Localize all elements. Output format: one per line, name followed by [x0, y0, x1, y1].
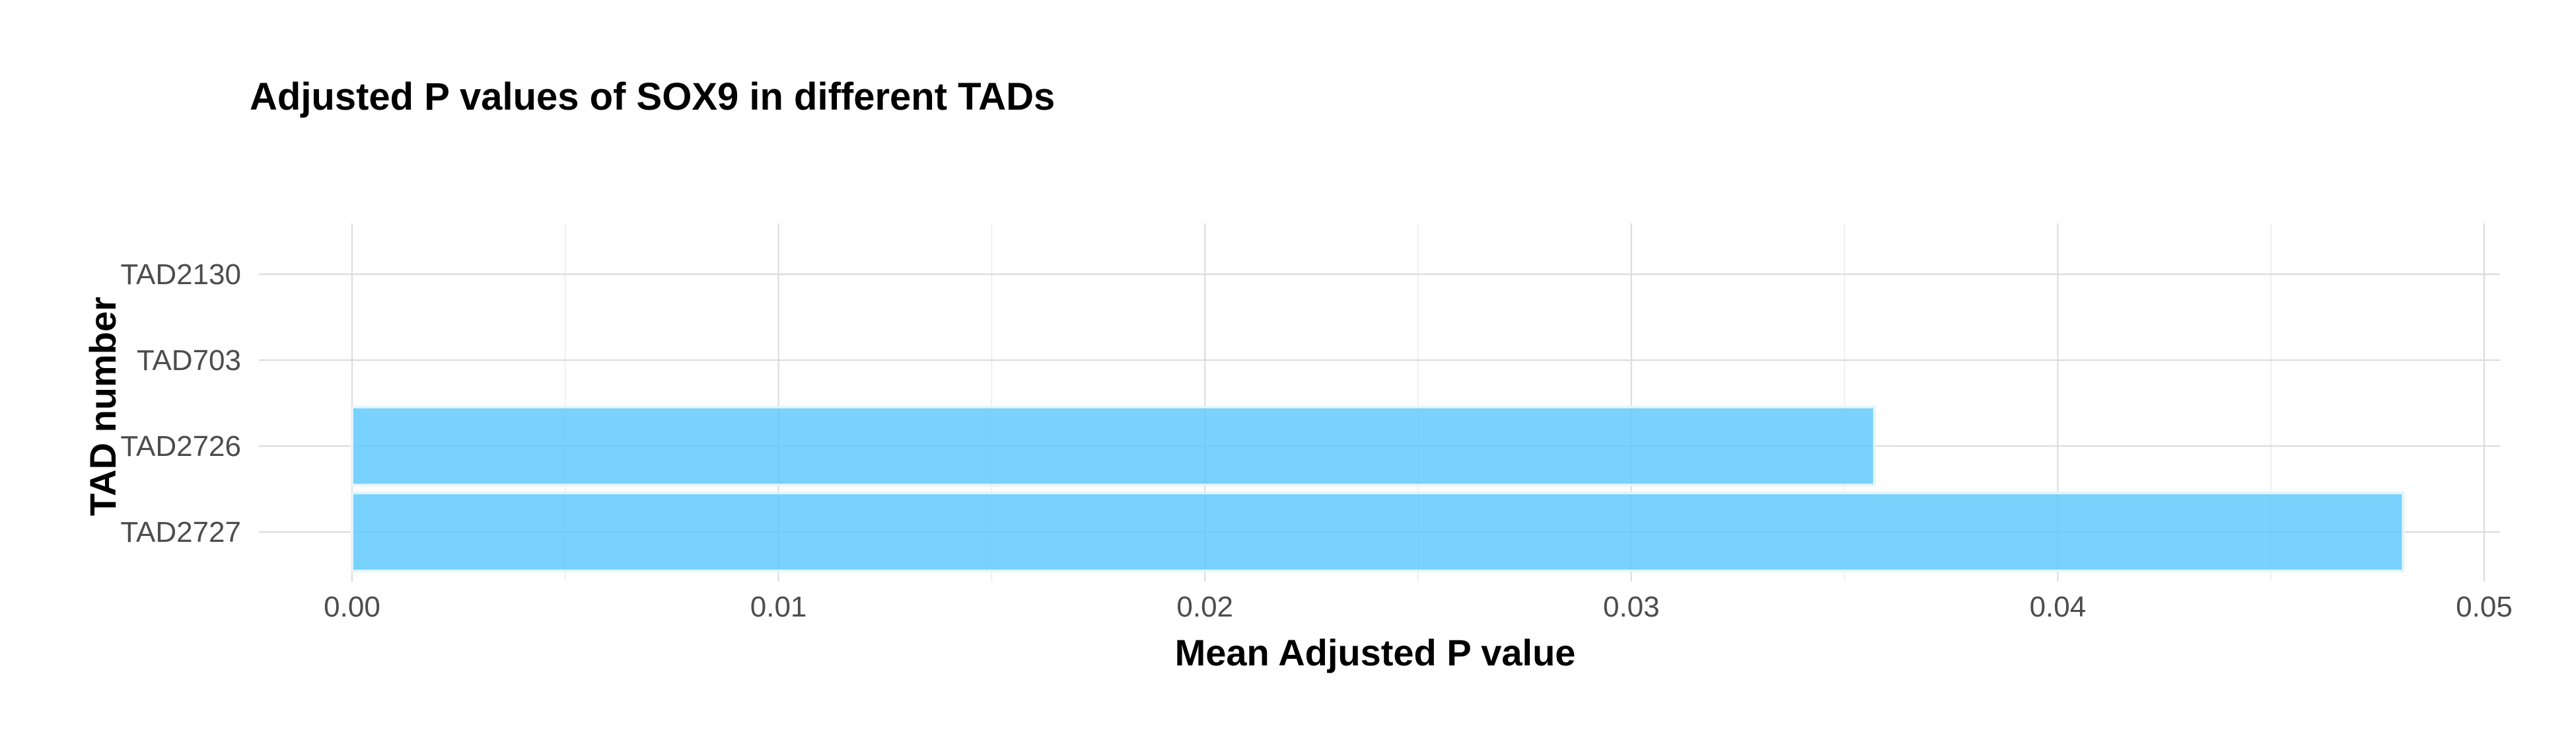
x-tick-label: 0.01 — [750, 591, 807, 623]
bars — [351, 406, 2405, 572]
y-tick-label: TAD2130 — [120, 258, 241, 291]
x-tick-label: 0.05 — [2456, 591, 2513, 623]
bar-tad2727 — [351, 492, 2405, 572]
y-axis-title: TAD number — [82, 297, 124, 516]
x-tick-label: 0.03 — [1603, 591, 1660, 623]
y-tick-label: TAD703 — [137, 344, 241, 377]
x-axis-tick-labels: 0.00 0.01 0.02 0.03 0.04 0.05 — [324, 591, 2513, 623]
x-tick-label: 0.04 — [2030, 591, 2087, 623]
bar-tad2726 — [351, 406, 1876, 486]
x-axis-title: Mean Adjusted P value — [1175, 632, 1576, 673]
chart-title: Adjusted P values of SOX9 in different T… — [250, 75, 1055, 118]
y-tick-label: TAD2726 — [120, 430, 241, 463]
x-tick-label: 0.00 — [324, 591, 380, 623]
y-axis-tick-labels: TAD2130 TAD703 TAD2726 TAD2727 — [120, 258, 241, 548]
x-tick-label: 0.02 — [1176, 591, 1233, 623]
y-tick-label: TAD2727 — [120, 516, 241, 548]
